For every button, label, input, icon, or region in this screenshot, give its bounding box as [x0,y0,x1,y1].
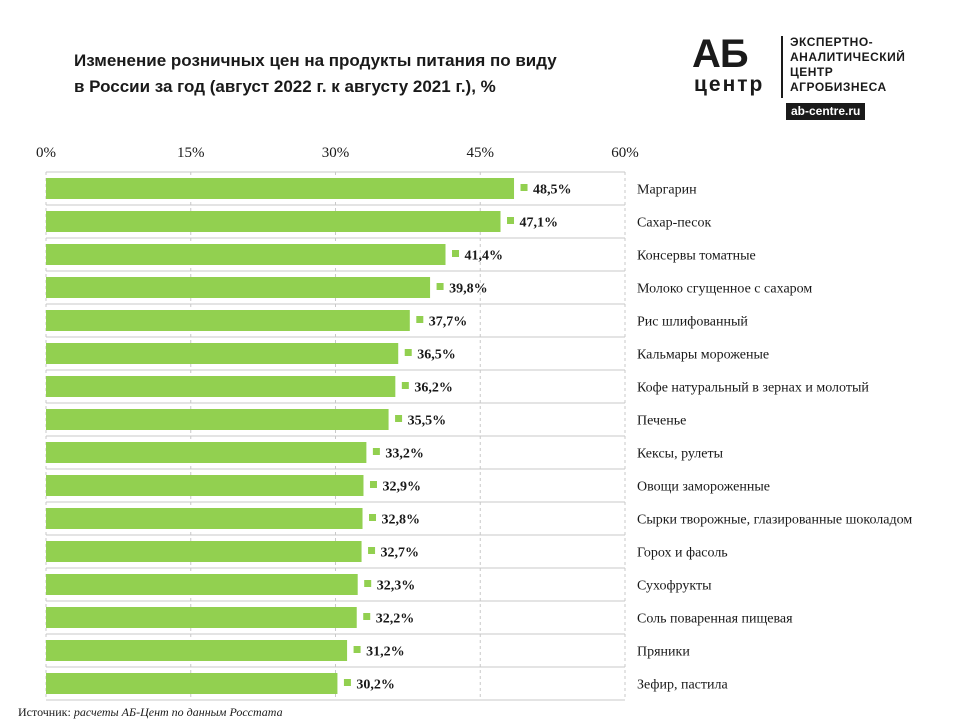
value-marker [368,547,376,554]
bar [46,409,389,430]
bar [46,211,501,232]
bar [46,475,364,496]
source-note: Источник: расчеты АБ-Цент по данным Росс… [18,705,283,719]
data-label: 39,8% [449,282,488,297]
bar [46,442,367,463]
data-label: 31,2% [366,645,405,660]
bar [46,508,363,529]
chart-title-line-2: в России за год (август 2022 г. к август… [74,77,496,96]
data-label: 35,5% [408,414,447,429]
x-axis-ticks: 0% 15% 30% 45% 60% [36,145,639,161]
category-label: Соль поваренная пищевая [637,612,793,627]
data-label: 32,9% [382,480,421,495]
bar [46,607,357,628]
category-label: Сахар-песок [637,216,712,231]
value-marker [369,481,377,488]
data-label: 32,8% [382,513,421,528]
logo-description: ЭКСПЕРТНО- АНАЛИТИЧЕСКИЙ ЦЕНТР АГРОБИЗНЕ… [790,35,905,95]
value-marker [353,646,361,653]
category-label: Кальмары мороженые [637,348,769,363]
logo-text-line-3: ЦЕНТР [790,65,834,79]
category-label: Консервы томатные [637,249,756,264]
logo-centr-word: центр [694,73,765,96]
category-label: Молоко сгущенное с сахаром [637,282,812,297]
bar [46,310,410,331]
data-label: 37,7% [429,315,468,330]
x-tick-label: 0% [36,145,56,161]
bar [46,640,348,661]
data-label: 41,4% [465,249,504,264]
x-tick-label: 45% [467,145,495,161]
chart-title-line-1: Изменение розничных цен на продукты пита… [74,51,557,70]
logo-text-line-2: АНАЛИТИЧЕСКИЙ [790,50,906,64]
value-marker [364,580,372,587]
value-marker [416,316,424,323]
category-label: Сырки творожные, глазированные шоколадом [637,513,912,528]
value-marker [507,217,515,224]
source-text: расчеты АБ-Цент по данным Росстата [73,705,283,719]
logo-ab-letters: АБ [692,32,749,76]
data-label: 32,3% [377,579,416,594]
category-label: Зефир, пастила [637,678,728,693]
logo-website: ab-centre.ru [786,103,866,120]
category-label: Горох и фасоль [637,546,728,561]
value-marker [436,283,444,290]
bar [46,541,362,562]
value-marker [372,448,380,455]
data-label: 47,1% [520,216,559,231]
category-label: Кофе натуральный в зернах и молотый [637,381,869,396]
bar [46,277,431,298]
bar [46,574,358,595]
bar [46,376,396,397]
x-tick-label: 60% [611,145,639,161]
bar [46,244,446,265]
chart-bars: 48,5% Маргарин 47,1% Сахар-песок 41,4% Консер… [46,178,912,694]
bar [46,673,338,694]
category-label: Маргарин [637,183,697,198]
x-tick-label: 30% [322,145,350,161]
value-marker [369,514,377,521]
category-label: Пряники [637,645,690,660]
source-label: Источник: [18,705,71,719]
logo-text-line-4: АГРОБИЗНЕСА [790,80,887,94]
chart-title: Изменение розничных цен на продукты пита… [74,48,634,100]
value-marker [401,382,409,389]
value-marker [520,184,528,191]
value-marker [363,613,371,620]
bar [46,178,515,199]
logo-text-line-1: ЭКСПЕРТНО- [790,35,874,49]
data-label: 36,2% [414,381,453,396]
category-label: Овощи замороженные [637,480,770,495]
value-marker [404,349,412,356]
category-label: Рис шлифованный [637,315,748,330]
category-label: Печенье [637,414,686,429]
value-marker [343,679,351,686]
data-label: 32,7% [381,546,420,561]
data-label: 33,2% [385,447,424,462]
data-label: 36,5% [417,348,456,363]
x-tick-label: 15% [177,145,205,161]
bar [46,343,399,364]
logo-divider [781,36,783,98]
value-marker [395,415,403,422]
data-label: 30,2% [356,678,395,693]
value-marker [452,250,460,257]
data-label: 32,2% [376,612,415,627]
category-label: Кексы, рулеты [637,447,724,462]
ab-centre-logo: АБ центр ЭКСПЕРТНО- АНАЛИТИЧЕСКИЙ ЦЕНТР … [690,34,936,122]
category-label: Сухофрукты [637,579,712,594]
data-label: 48,5% [533,183,572,198]
